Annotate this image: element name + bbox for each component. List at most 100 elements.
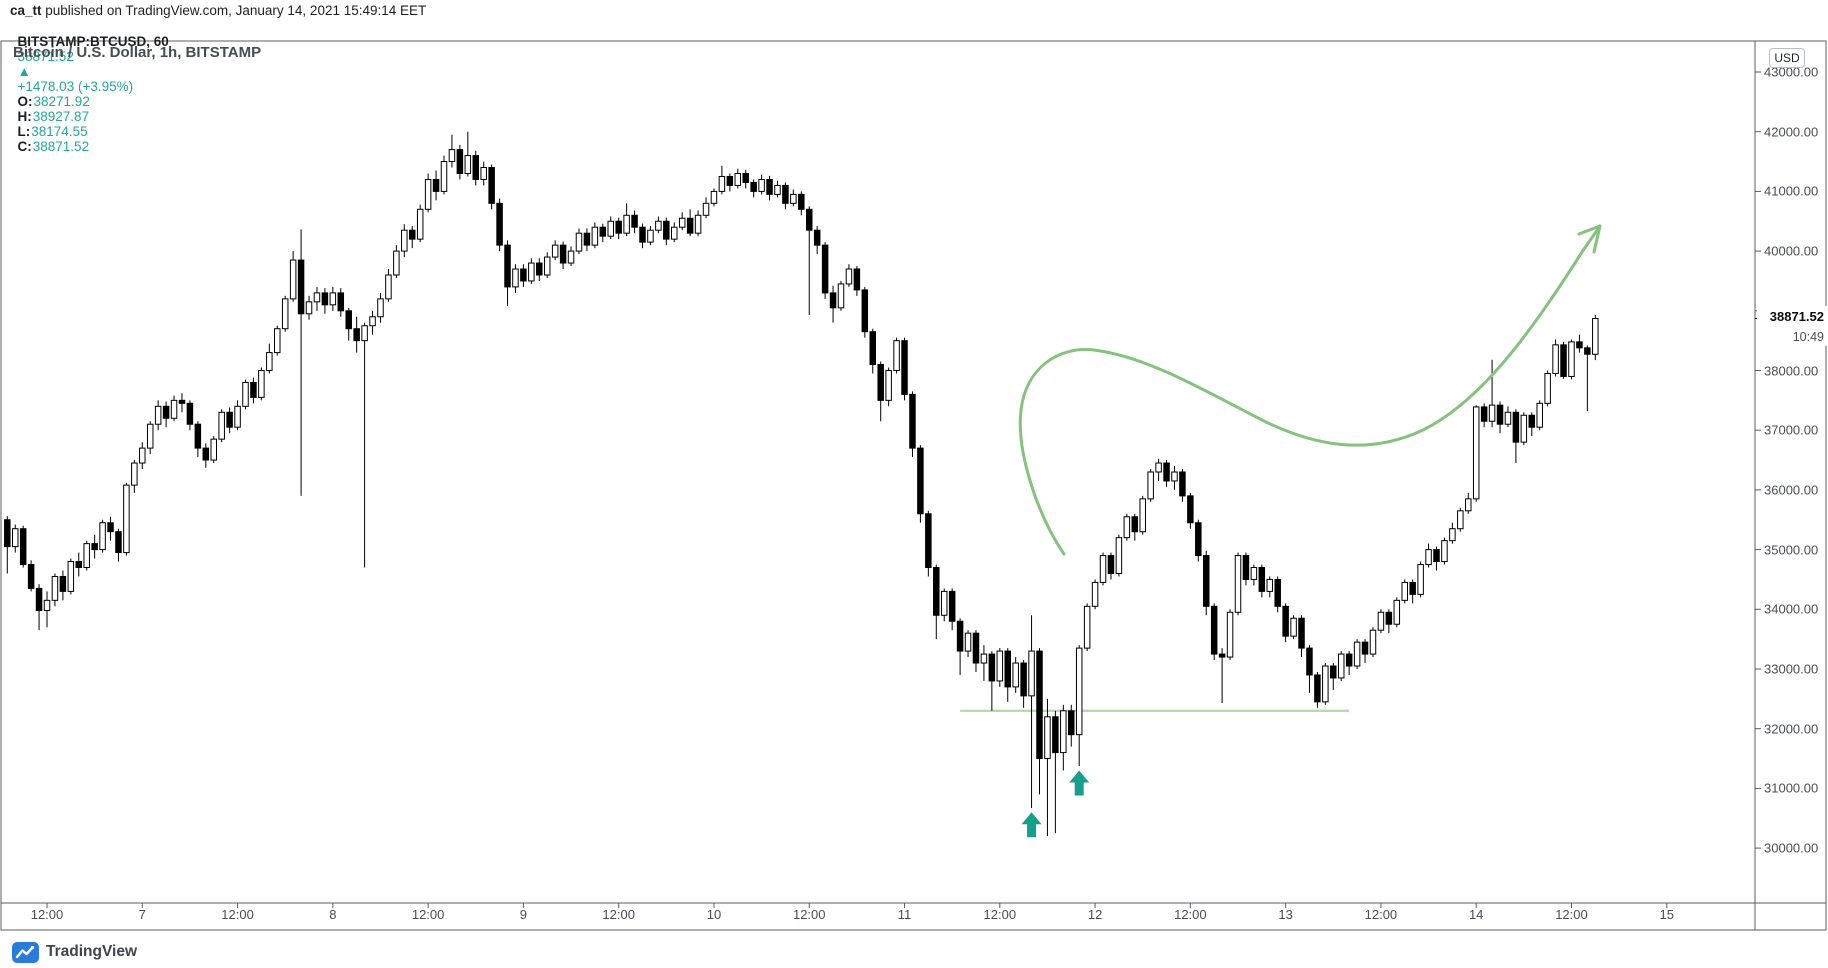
- candle: [623, 214, 630, 234]
- candle: [369, 316, 376, 327]
- last-price-value: 38871.52: [1769, 309, 1824, 324]
- candle: [1028, 650, 1035, 697]
- price-axis-label: 34000.00: [1764, 601, 1819, 617]
- time-axis-label: 7: [138, 907, 146, 922]
- candle: [162, 405, 170, 419]
- candle: [1195, 522, 1202, 557]
- candle: [821, 244, 829, 294]
- candle: [91, 543, 98, 551]
- candle: [639, 226, 646, 243]
- candle: [1330, 665, 1337, 679]
- candle: [1012, 662, 1019, 688]
- candle: [758, 178, 765, 192]
- candle: [631, 214, 638, 228]
- candle: [258, 370, 265, 398]
- candle: [1171, 471, 1178, 482]
- candle: [1449, 528, 1456, 542]
- trend-swoosh-arrow[interactable]: [1018, 224, 1602, 556]
- candle: [1592, 317, 1599, 355]
- currency-button[interactable]: USD: [1769, 48, 1805, 68]
- candle: [933, 567, 940, 616]
- candle: [1290, 617, 1297, 637]
- price-axis-label: 30000.00: [1764, 840, 1819, 856]
- candle: [1369, 629, 1377, 655]
- candle: [305, 301, 313, 315]
- up-arrow-marker[interactable]: [1069, 770, 1090, 796]
- candle: [980, 653, 988, 664]
- candle: [1401, 581, 1408, 601]
- candle: [115, 531, 122, 554]
- candle: [615, 220, 622, 234]
- candle: [432, 178, 440, 192]
- publish-info: ca_tt published on TradingView.com, Janu…: [10, 3, 426, 18]
- candle: [107, 522, 114, 533]
- time-axis-label: 10: [706, 907, 722, 922]
- up-arrow-marker[interactable]: [1021, 812, 1042, 838]
- candle: [1314, 674, 1321, 703]
- candle: [1258, 567, 1266, 592]
- candle: [877, 364, 884, 401]
- candle: [1179, 471, 1186, 497]
- candle: [408, 229, 416, 240]
- candle: [734, 172, 742, 186]
- time-axis-label: 8: [329, 907, 337, 922]
- candle: [448, 149, 456, 163]
- candle: [1465, 498, 1472, 512]
- candle: [829, 292, 837, 309]
- time-axis-label: 14: [1468, 907, 1484, 922]
- last-price-tag: 38871.52 10:49: [1757, 306, 1827, 346]
- candle: [1504, 411, 1512, 425]
- candle: [869, 331, 877, 366]
- candle: [361, 325, 368, 342]
- chart-title: Bitcoin / U.S. Dollar, 1h, BITSTAMP: [13, 44, 262, 61]
- candle: [1036, 650, 1043, 760]
- candle: [1528, 414, 1536, 428]
- candle: [297, 259, 305, 315]
- candle: [27, 564, 35, 589]
- candle: [1480, 406, 1488, 422]
- price-axis-label: 33000.00: [1764, 661, 1819, 677]
- candle: [805, 208, 813, 231]
- price-axis-label: 38000.00: [1764, 363, 1819, 378]
- time-axis-label: 12:00: [792, 907, 826, 922]
- candle: [1472, 406, 1480, 500]
- candle: [742, 172, 749, 183]
- tradingview-link[interactable]: TradingView: [12, 941, 137, 963]
- candle: [798, 193, 805, 210]
- candle: [377, 298, 384, 318]
- price-axis-label: 40000.00: [1764, 243, 1819, 259]
- candle: [1250, 567, 1258, 580]
- candle: [1139, 498, 1146, 533]
- low-value: 38174.55: [31, 124, 88, 139]
- candle: [988, 653, 996, 682]
- candle: [1393, 599, 1401, 625]
- open-value: 38271.92: [33, 94, 90, 109]
- price-axis-label: 35000.00: [1764, 542, 1819, 558]
- candle: [1274, 578, 1281, 607]
- time-axis-label: 15: [1659, 907, 1674, 922]
- candle: [1488, 404, 1496, 422]
- candle: [567, 250, 575, 264]
- candle: [1083, 605, 1091, 649]
- candle: [528, 262, 535, 282]
- candle: [464, 155, 472, 174]
- candle: [1306, 647, 1313, 676]
- last-price: 38871.52: [17, 49, 74, 64]
- candle: [678, 217, 686, 228]
- candle: [1202, 555, 1210, 607]
- candle: [1536, 402, 1543, 428]
- candle: [996, 650, 1004, 682]
- low-label: L:: [17, 124, 31, 139]
- candle: [83, 543, 90, 569]
- time-axis-label: 12:00: [1555, 907, 1588, 922]
- candle: [440, 161, 448, 192]
- swoosh-arrowhead-icon: [1577, 224, 1602, 254]
- symbol-name: BITSTAMP:BTCUSD, 60: [17, 34, 169, 49]
- candle: [885, 370, 892, 401]
- candle: [424, 178, 432, 210]
- candle: [1107, 555, 1115, 574]
- candle: [401, 229, 408, 252]
- candle: [948, 590, 956, 622]
- candle: [202, 447, 210, 461]
- candle: [671, 226, 678, 240]
